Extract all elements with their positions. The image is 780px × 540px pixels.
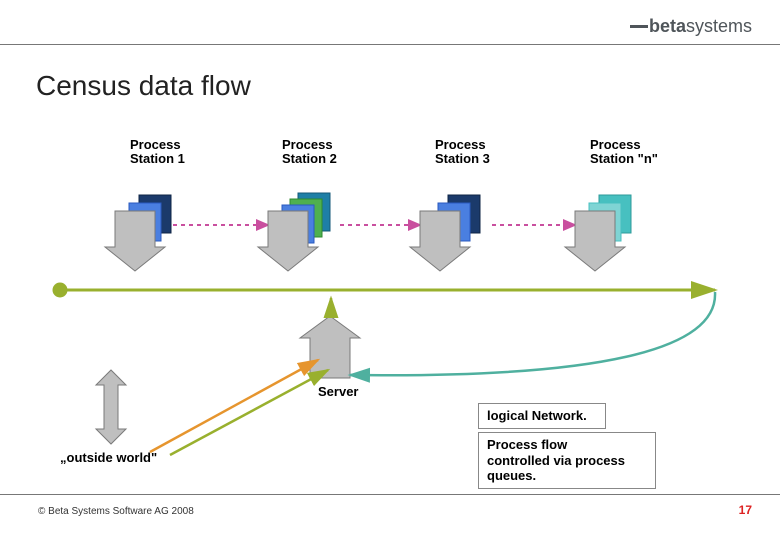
station-1-label: Process Station 1 [130,138,185,167]
legend-flow: Process flow controlled via process queu… [478,432,656,489]
station-n-label: Process Station "n" [590,138,658,167]
legend-logical-text: logical Network. [487,408,587,423]
legend-flow-3: queues. [487,468,647,484]
legend-flow-1: Process flow [487,437,647,453]
station-n-l2: Station "n" [590,152,658,166]
station-3-label: Process Station 3 [435,138,490,167]
page-number: 17 [739,503,752,517]
arrow-green-bl [170,370,328,455]
station-n-icon [565,195,631,271]
outside-world-label: „outside world" [60,450,157,465]
outside-world-arrow-icon [96,370,126,444]
station-1-l2: Station 1 [130,152,185,166]
station-1-l1: Process [130,138,185,152]
legend-flow-2: controlled via process [487,453,647,469]
arrow-teal [350,292,715,375]
legend-logical: logical Network. [478,403,606,429]
station-2-l1: Process [282,138,337,152]
station-1-icon [105,195,171,271]
station-3-l1: Process [435,138,490,152]
station-2-icon [258,193,330,271]
arrow-orange-1 [150,360,318,452]
station-n-l1: Process [590,138,658,152]
station-3-l2: Station 3 [435,152,490,166]
bottom-rule [0,494,780,495]
server-icon [300,316,360,378]
station-3-icon [410,195,480,271]
server-label: Server [318,384,358,399]
station-2-l2: Station 2 [282,152,337,166]
copyright: © Beta Systems Software AG 2008 [38,506,194,517]
station-2-label: Process Station 2 [282,138,337,167]
